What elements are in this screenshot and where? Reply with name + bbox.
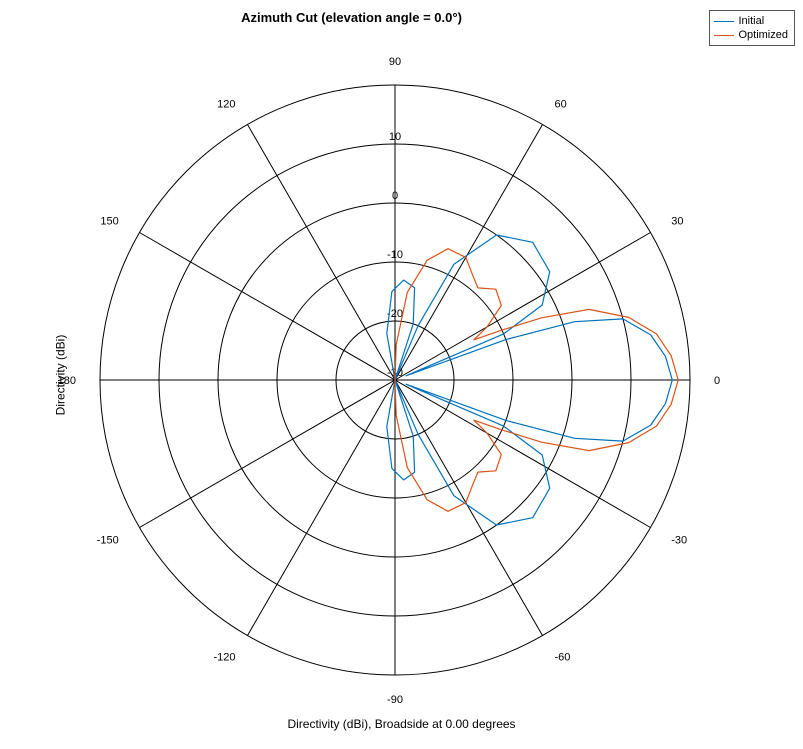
polar-chart-container: Azimuth Cut (elevation angle = 0.0°) Dir… (0, 0, 803, 749)
angular-spoke-labels: 0 30 60 90 120 150 180 -150 -120 -90 -60 -30 (58, 56, 720, 706)
svg-text:-120: -120 (213, 651, 235, 663)
svg-text:-10: -10 (387, 249, 403, 261)
svg-text:-90: -90 (387, 694, 403, 706)
legend: Initial Optimized (709, 10, 795, 46)
svg-text:90: 90 (389, 56, 401, 68)
legend-label-initial: Initial (738, 15, 764, 27)
x-axis-label: Directivity (dBi), Broadside at 0.00 deg… (0, 717, 803, 731)
svg-text:-60: -60 (555, 651, 571, 663)
legend-label-optimized: Optimized (738, 29, 788, 41)
svg-text:30: 30 (671, 216, 683, 228)
svg-text:-150: -150 (97, 535, 119, 547)
svg-text:0: 0 (714, 375, 720, 387)
svg-text:10: 10 (389, 131, 401, 143)
polar-chart-svg: -30-20-10010 0306090120150180-150-120-90… (0, 0, 803, 749)
svg-text:150: 150 (100, 216, 118, 228)
svg-text:120: 120 (217, 99, 235, 111)
svg-text:0: 0 (392, 190, 398, 202)
svg-text:60: 60 (555, 99, 567, 111)
legend-swatch-optimized (714, 35, 734, 36)
svg-text:-30: -30 (671, 535, 687, 547)
legend-item-initial: Initial (714, 14, 788, 28)
legend-swatch-initial (714, 21, 734, 22)
svg-text:180: 180 (58, 375, 76, 387)
legend-item-optimized: Optimized (714, 28, 788, 42)
